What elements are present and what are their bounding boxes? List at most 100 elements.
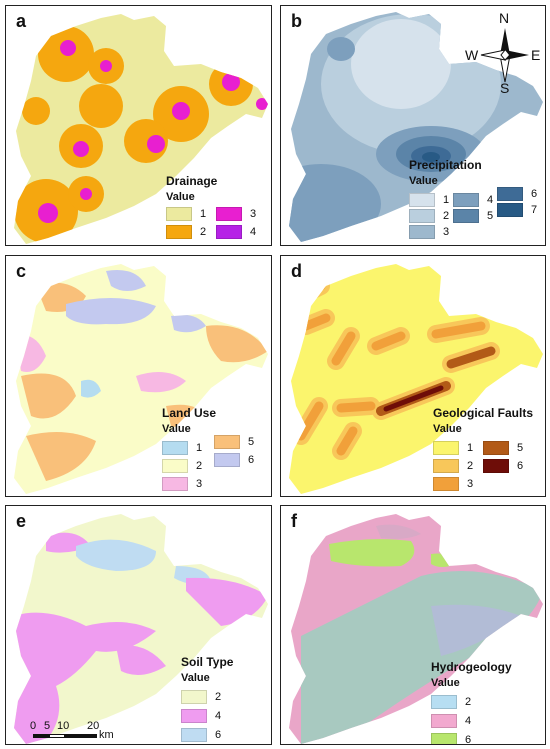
legend-swatch	[431, 733, 457, 744]
panel-label-b: b	[291, 11, 302, 31]
legend-subtitle: Value	[433, 423, 462, 435]
legend-label: 3	[443, 226, 450, 238]
legend-label: 6	[517, 460, 524, 472]
legend-swatch	[453, 193, 479, 207]
legend-subtitle: Value	[162, 423, 191, 435]
legend-title: Land Use	[162, 406, 217, 420]
geological-faults-panel: d	[280, 255, 546, 497]
legend-swatch	[433, 477, 459, 491]
soil-type-map	[14, 514, 268, 744]
compass-south-label: S	[500, 80, 510, 96]
legend-swatch	[216, 207, 242, 221]
legend-swatch	[497, 203, 523, 217]
legend-label: 4	[250, 226, 257, 238]
legend-swatch	[453, 209, 479, 223]
legend-swatch	[166, 207, 192, 221]
drainage-map	[14, 14, 268, 244]
legend-label: 2	[467, 460, 474, 472]
geological-faults-map	[289, 264, 543, 494]
legend-title: Soil Type	[181, 655, 234, 669]
legend-swatch	[216, 225, 242, 239]
legend-subtitle: Value	[166, 191, 195, 203]
soil-type-panel: e Soil Type Value 2 4 6 0 5 10 20 km	[5, 505, 272, 745]
legend-label: 4	[215, 710, 222, 722]
legend-swatch	[162, 441, 188, 455]
legend-label: 5	[517, 442, 524, 454]
legend-swatch	[166, 225, 192, 239]
soil-type-legend: Soil Type Value 2 4 6	[181, 655, 241, 742]
legend-title: Hydrogeology	[431, 660, 512, 674]
legend-swatch	[214, 453, 240, 467]
legend-label: 3	[196, 478, 203, 490]
legend-title: Precipitation	[409, 158, 482, 172]
hydrogeology-panel: f Hydrogeology Value 2 4 6	[280, 505, 546, 745]
legend-label: 3	[467, 478, 474, 490]
legend-swatch	[181, 728, 207, 742]
legend-swatch	[214, 435, 240, 449]
legend-subtitle: Value	[431, 677, 460, 689]
hydrogeology-legend: Hydrogeology Value 2 4 6	[431, 660, 512, 745]
panel-label-c: c	[16, 261, 27, 281]
legend-label: 2	[443, 210, 450, 222]
scale-tick-0: 0	[30, 720, 37, 732]
legend-label: 6	[248, 454, 255, 466]
legend-label: 6	[465, 734, 472, 745]
legend-label: 1	[196, 442, 203, 454]
compass-east-label: E	[531, 47, 541, 63]
panel-label-a: a	[16, 11, 27, 31]
legend-swatch	[409, 209, 435, 223]
land-use-panel: c Land Use Value 1 2 3 5 6	[5, 255, 272, 497]
legend-swatch	[409, 225, 435, 239]
legend-label: 2	[196, 460, 203, 472]
legend-label: 6	[215, 729, 222, 741]
legend-label: 5	[248, 436, 255, 448]
hydrogeology-map	[289, 514, 543, 744]
scale-unit: km	[99, 729, 114, 741]
drainage-legend: Drainage Value 1 2 3 4	[166, 174, 266, 243]
legend-title: Geological Faults	[433, 406, 534, 420]
legend-subtitle: Value	[409, 175, 438, 187]
legend-label: 6	[531, 188, 538, 200]
legend-swatch	[431, 714, 457, 728]
scale-bar: 0 5 10 20 km	[28, 720, 128, 744]
geological-faults-legend: Geological Faults Value 1 2 3 5 6	[433, 406, 543, 491]
legend-label: 4	[487, 194, 494, 206]
compass-north-label: N	[499, 10, 510, 26]
legend-swatch	[162, 459, 188, 473]
legend-swatch	[181, 690, 207, 704]
legend-label: 1	[200, 208, 207, 220]
legend-label: 1	[443, 194, 450, 206]
legend-label: 1	[467, 442, 474, 454]
panel-label-d: d	[291, 261, 302, 281]
scale-tick-5: 5	[44, 720, 51, 732]
legend-swatch	[162, 477, 188, 491]
legend-swatch	[433, 459, 459, 473]
precipitation-map	[289, 12, 543, 242]
legend-title: Drainage	[166, 174, 218, 188]
land-use-legend: Land Use Value 1 2 3 5 6	[162, 406, 271, 491]
panel-label-e: e	[16, 511, 27, 531]
land-use-map	[14, 264, 268, 494]
precipitation-panel: b N S W E Precipitation	[280, 5, 546, 246]
legend-swatch	[431, 695, 457, 709]
legend-swatch	[181, 709, 207, 723]
legend-label: 3	[250, 208, 257, 220]
legend-label: 4	[465, 715, 472, 727]
legend-swatch	[433, 441, 459, 455]
legend-swatch	[483, 459, 509, 473]
legend-label: 2	[465, 696, 472, 708]
precipitation-legend: Precipitation Value 1 2 3 4 5 6 7	[409, 158, 539, 245]
legend-label: 7	[531, 204, 538, 216]
compass-icon	[480, 28, 529, 83]
legend-swatch	[497, 187, 523, 201]
panel-label-f: f	[291, 511, 297, 531]
legend-subtitle: Value	[181, 672, 210, 684]
legend-label: 5	[487, 210, 494, 222]
legend-swatch	[483, 441, 509, 455]
legend-label: 2	[200, 226, 207, 238]
compass-west-label: W	[465, 47, 479, 63]
legend-swatch	[409, 193, 435, 207]
north-arrow: N S W E	[465, 10, 541, 96]
drainage-panel: a Drainage Value 1	[5, 5, 272, 246]
legend-label: 2	[215, 691, 222, 703]
